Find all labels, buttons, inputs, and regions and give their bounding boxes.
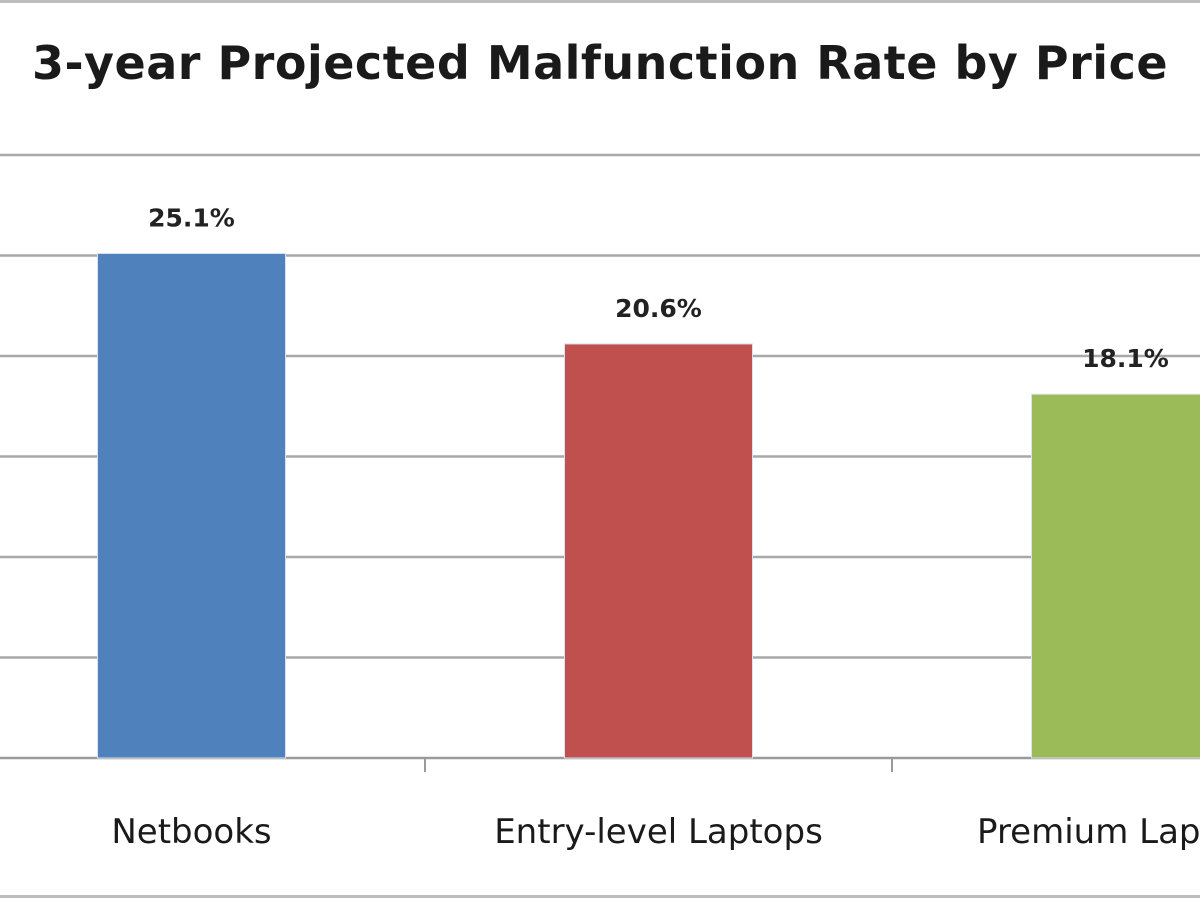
bar-premium-laptops bbox=[1031, 393, 1200, 759]
chart-title: 3-year Projected Malfunction Rate by Pri… bbox=[31, 36, 1169, 90]
category-label: Premium Laptops bbox=[977, 812, 1200, 852]
category-label: Entry-level Laptops bbox=[494, 812, 823, 852]
chart-frame-bottom-border bbox=[0, 895, 1200, 898]
bar-netbooks bbox=[97, 252, 286, 759]
data-label: 20.6% bbox=[615, 294, 702, 323]
data-label: 25.1% bbox=[148, 203, 235, 232]
chart-frame-top-border bbox=[0, 0, 1200, 3]
data-label: 18.1% bbox=[1082, 344, 1169, 373]
category-label: Netbooks bbox=[111, 812, 271, 852]
bar-entry-level-laptops bbox=[564, 343, 753, 759]
